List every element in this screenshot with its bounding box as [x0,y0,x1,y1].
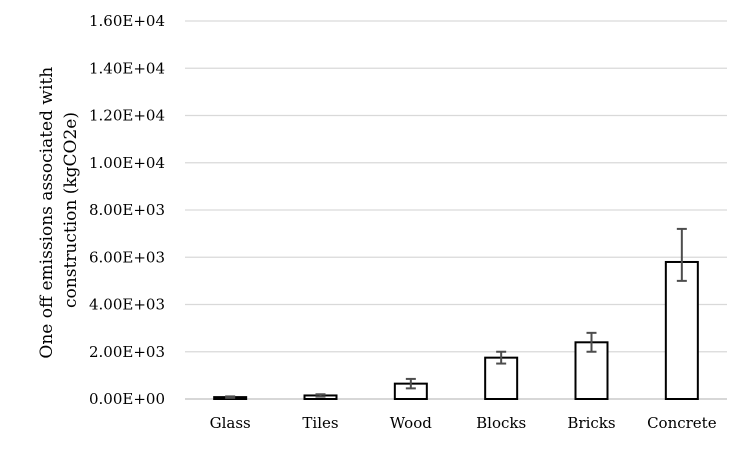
error-bar-wood [405,377,416,390]
error-bar-tiles [315,393,326,398]
y-axis-label-line-2: construction (kgCO2e) [61,112,81,308]
bar-concrete [664,260,699,400]
y-tick-label: 1.40E+04 [89,59,165,77]
x-category-label: Bricks [567,414,615,432]
bars [213,260,699,400]
x-category-label: Concrete [647,414,717,432]
y-tick-label: 2.00E+03 [89,343,165,361]
error-bar-bricks [586,331,597,353]
error-bars [225,227,687,399]
x-category-label: Wood [390,414,432,432]
y-tick-label: 1.00E+04 [89,154,165,172]
y-tick-label: 6.00E+03 [89,248,165,266]
x-category-labels: Glass Tiles Wood Blocks Bricks Concrete [210,414,717,432]
y-tick-labels: 0.00E+00 2.00E+03 4.00E+03 6.00E+03 8.00E+03… [89,12,165,408]
y-axis-label: One off emissions associated with constr… [37,61,81,358]
error-bar-glass [225,395,236,399]
y-tick-label: 0.00E+00 [89,390,165,408]
y-tick-label: 4.00E+03 [89,296,165,314]
y-tick-label: 1.60E+04 [89,12,165,30]
y-tick-label: 8.00E+03 [89,201,165,219]
x-category-label: Blocks [476,414,526,432]
x-category-label: Tiles [302,414,338,432]
x-category-label: Glass [210,414,251,432]
y-axis-label-line-1: One off emissions associated with [37,67,57,359]
error-bar-concrete [676,227,687,282]
error-bar-blocks [496,350,507,365]
gridlines [185,20,727,400]
y-tick-label: 1.20E+04 [89,107,165,125]
